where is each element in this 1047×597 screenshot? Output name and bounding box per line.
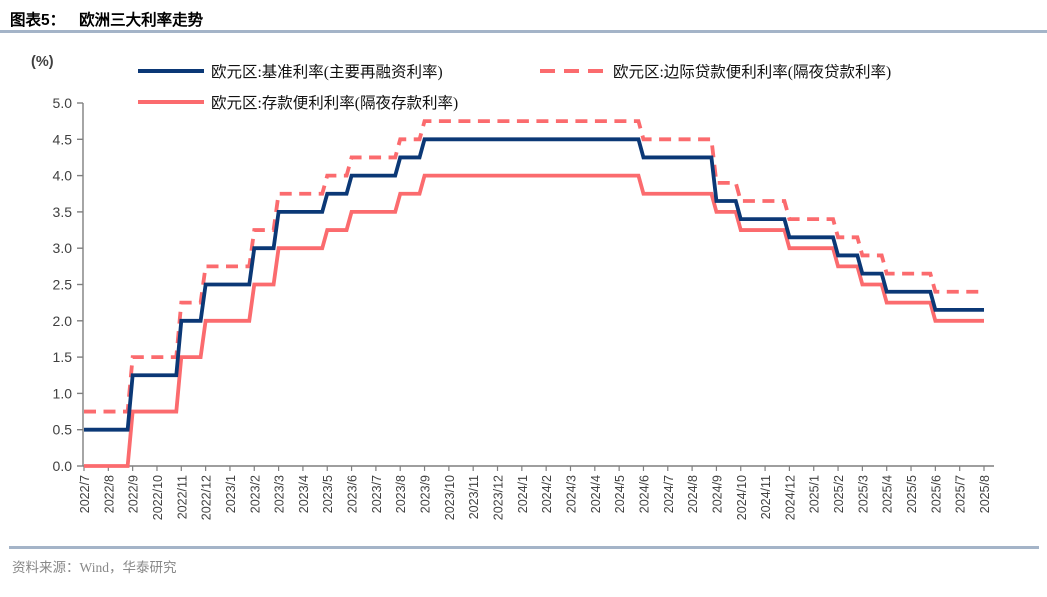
x-tick-label: 2023/6 (346, 475, 360, 513)
x-tick-label: 2024/10 (735, 475, 749, 520)
x-tick-label: 2023/12 (492, 475, 506, 520)
x-tick-label: 2024/6 (637, 475, 651, 513)
x-tick-label: 2025/4 (881, 475, 895, 513)
x-tick-label: 2025/8 (978, 475, 992, 513)
legend-item-deposit-rate: 欧元区:存款便利利率(隔夜存款利率) (138, 91, 540, 113)
x-tick-label: 2025/3 (856, 475, 870, 513)
x-tick-label: 2023/4 (297, 475, 311, 513)
legend-label: 欧元区:边际贷款便利利率(隔夜贷款利率) (613, 64, 892, 81)
y-tick-label: 2.5 (53, 277, 73, 293)
chart-header: 图表5： 欧洲三大利率走势 (10, 8, 203, 30)
series-line-1 (84, 119, 984, 414)
x-tick-label: 2025/1 (808, 475, 822, 513)
y-axis-unit-label: (%) (31, 54, 54, 70)
x-tick-label: 2024/3 (564, 475, 578, 513)
x-tick-label: 2022/9 (127, 475, 141, 513)
x-tick-label: 2024/2 (540, 475, 554, 513)
figure-number: 图表5： (10, 12, 66, 29)
x-tick-label: 2023/3 (273, 475, 287, 513)
source-note: 资料来源：Wind，华泰研究 (12, 560, 177, 575)
x-tick-label: 2023/5 (321, 475, 335, 513)
legend-label: 欧元区:基准利率(主要再融资利率) (211, 64, 443, 81)
y-tick-label: 3.5 (53, 204, 73, 220)
x-tick-label: 2024/1 (516, 475, 530, 513)
x-tick-label: 2024/7 (662, 475, 676, 513)
x-tick-label: 2024/5 (613, 475, 627, 513)
y-tick-label: 5.0 (53, 95, 73, 111)
series-line-0 (84, 137, 984, 432)
x-tick-label: 2023/1 (224, 475, 238, 513)
rate-step-chart: 0.0 0.5 1.0 1.5 2.0 2.5 3.0 3.5 4.0 4.5 5.0 2022/7 2… (53, 95, 994, 520)
legend-line-dashed-pink (540, 69, 606, 73)
series-line-2 (84, 173, 984, 468)
legend-line-solid-pink (138, 100, 204, 104)
x-tick-label: 2023/7 (370, 475, 384, 513)
x-tick-label: 2024/4 (589, 475, 603, 513)
y-tick-label: 0.5 (53, 422, 73, 438)
x-tick-label: 2025/5 (905, 475, 919, 513)
x-tick-label: 2022/8 (102, 475, 116, 513)
x-tick-label: 2022/10 (151, 475, 165, 520)
y-tick-label: 4.5 (53, 131, 73, 147)
x-tick-label: 2024/8 (686, 475, 700, 513)
x-tick-label: 2023/2 (248, 475, 262, 513)
chart-legend: 欧元区:基准利率(主要再融资利率) 欧元区:边际贷款便利利率(隔夜贷款利率) 欧… (138, 60, 891, 113)
x-tick-label: 2025/2 (832, 475, 846, 513)
x-tick-label: 2025/6 (929, 475, 943, 513)
legend-label: 欧元区:存款便利利率(隔夜存款利率) (211, 95, 459, 112)
x-tick-label: 2023/11 (467, 475, 481, 519)
x-tick-label: 2023/10 (443, 475, 457, 520)
y-tick-label: 2.0 (53, 313, 73, 329)
legend-line-solid-navy (138, 69, 204, 73)
x-tick-label: 2022/7 (78, 475, 92, 513)
y-tick-label: 1.5 (53, 349, 73, 365)
y-tick-label: 4.0 (53, 168, 73, 184)
x-tick-label: 2025/7 (954, 475, 968, 513)
page-title: 欧洲三大利率走势 (79, 12, 204, 29)
x-tick-label: 2024/11 (759, 475, 773, 519)
legend-item-refi-rate: 欧元区:基准利率(主要再融资利率) (138, 60, 540, 82)
x-tick-label: 2022/11 (175, 475, 189, 519)
x-tick-label: 2023/9 (419, 475, 433, 513)
x-tick-label: 2024/12 (783, 475, 797, 520)
x-tick-label: 2022/12 (200, 475, 214, 520)
legend-item-marginal-lending-rate: 欧元区:边际贷款便利利率(隔夜贷款利率) (540, 60, 891, 82)
title-divider (0, 30, 1047, 33)
y-tick-label: 1.0 (53, 385, 73, 401)
y-tick-label: 0.0 (53, 458, 73, 474)
x-tick-label: 2024/9 (710, 475, 724, 513)
y-tick-label: 3.0 (53, 240, 73, 256)
x-tick-label: 2023/8 (394, 475, 408, 513)
footer-divider (9, 546, 1039, 549)
